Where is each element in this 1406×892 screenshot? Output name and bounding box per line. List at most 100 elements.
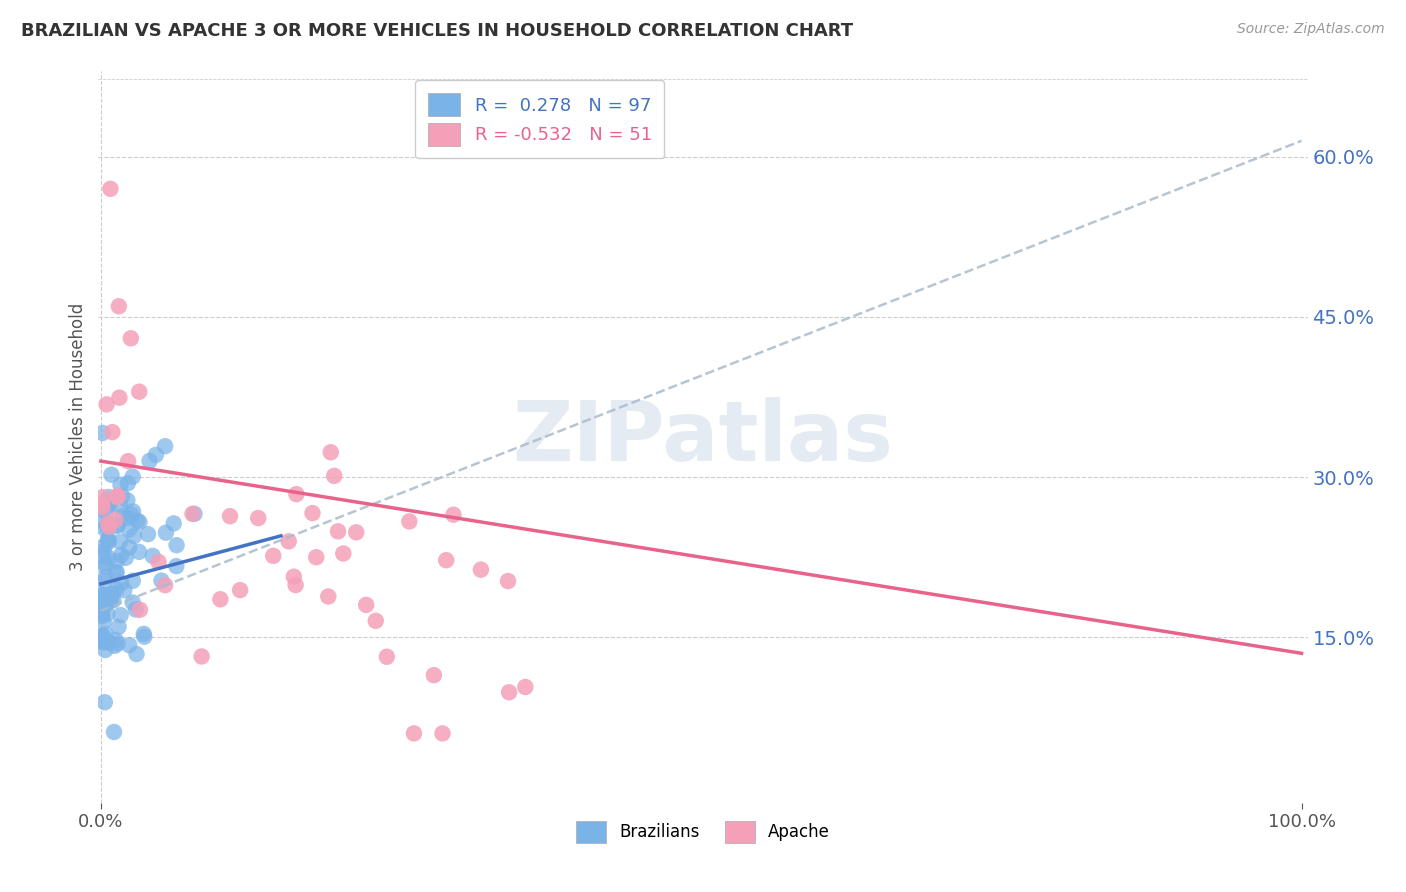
Point <box>316 590 339 604</box>
Point <box>105 518 128 533</box>
Point <box>108 299 131 313</box>
Point <box>107 518 129 533</box>
Point <box>93 543 115 558</box>
Point <box>98 499 121 513</box>
Point <box>110 534 132 549</box>
Point <box>100 593 122 607</box>
Point <box>229 583 252 598</box>
Point <box>498 685 520 699</box>
Point <box>101 425 124 439</box>
Point <box>93 598 115 612</box>
Point <box>91 590 114 604</box>
Point <box>93 615 115 630</box>
Point <box>91 500 114 515</box>
Point <box>94 695 117 709</box>
Point <box>105 582 128 596</box>
Point <box>277 534 299 549</box>
Point <box>165 559 187 574</box>
Point <box>134 630 156 644</box>
Point <box>105 565 128 579</box>
Point <box>103 725 125 739</box>
Point <box>94 627 117 641</box>
Point <box>326 524 349 539</box>
Point <box>305 550 328 565</box>
Point <box>118 541 141 555</box>
Point <box>91 490 114 504</box>
Point <box>398 515 420 529</box>
Text: ZIPatlas: ZIPatlas <box>513 397 893 477</box>
Point <box>434 553 457 567</box>
Point <box>110 608 132 623</box>
Point <box>121 508 143 522</box>
Point <box>128 515 150 529</box>
Point <box>91 497 114 511</box>
Point <box>423 668 446 682</box>
Point <box>183 507 205 521</box>
Point <box>138 454 160 468</box>
Point <box>375 649 398 664</box>
Point <box>110 548 132 562</box>
Point <box>104 566 127 580</box>
Point <box>120 331 142 345</box>
Point <box>91 609 114 624</box>
Point <box>105 554 128 568</box>
Point <box>100 590 122 604</box>
Point <box>132 627 155 641</box>
Point <box>93 574 115 588</box>
Point <box>319 445 342 459</box>
Point <box>107 636 129 650</box>
Point <box>98 516 121 530</box>
Point <box>332 547 354 561</box>
Point <box>155 525 177 540</box>
Point <box>94 556 117 570</box>
Point <box>98 493 121 508</box>
Point <box>100 182 122 196</box>
Point <box>110 477 132 491</box>
Point <box>515 680 537 694</box>
Point <box>93 514 115 528</box>
Point <box>101 586 124 600</box>
Point <box>93 522 115 536</box>
Point <box>94 505 117 519</box>
Point <box>91 425 114 440</box>
Point <box>107 489 129 503</box>
Point <box>364 614 387 628</box>
Text: BRAZILIAN VS APACHE 3 OR MORE VEHICLES IN HOUSEHOLD CORRELATION CHART: BRAZILIAN VS APACHE 3 OR MORE VEHICLES I… <box>21 22 853 40</box>
Point <box>108 391 131 405</box>
Point <box>91 629 114 643</box>
Point <box>153 439 176 453</box>
Point <box>117 493 139 508</box>
Point <box>470 563 492 577</box>
Point <box>344 525 367 540</box>
Point <box>163 516 186 531</box>
Point <box>129 603 152 617</box>
Point <box>110 576 132 591</box>
Point <box>91 607 114 621</box>
Point <box>117 511 139 525</box>
Point <box>97 496 120 510</box>
Point <box>91 633 114 648</box>
Point <box>153 578 176 592</box>
Point <box>91 549 114 563</box>
Point <box>104 513 127 527</box>
Text: Source: ZipAtlas.com: Source: ZipAtlas.com <box>1237 22 1385 37</box>
Point <box>96 607 118 621</box>
Point <box>354 598 377 612</box>
Point <box>128 384 150 399</box>
Point <box>107 491 129 505</box>
Point <box>91 635 114 649</box>
Point <box>97 534 120 549</box>
Point <box>118 523 141 537</box>
Point <box>103 593 125 607</box>
Point <box>118 638 141 652</box>
Point <box>98 591 121 606</box>
Point <box>128 545 150 559</box>
Point <box>121 469 143 483</box>
Point <box>94 643 117 657</box>
Point <box>97 533 120 548</box>
Point <box>136 527 159 541</box>
Point <box>441 508 464 522</box>
Point <box>432 726 454 740</box>
Point <box>94 559 117 574</box>
Point <box>247 511 270 525</box>
